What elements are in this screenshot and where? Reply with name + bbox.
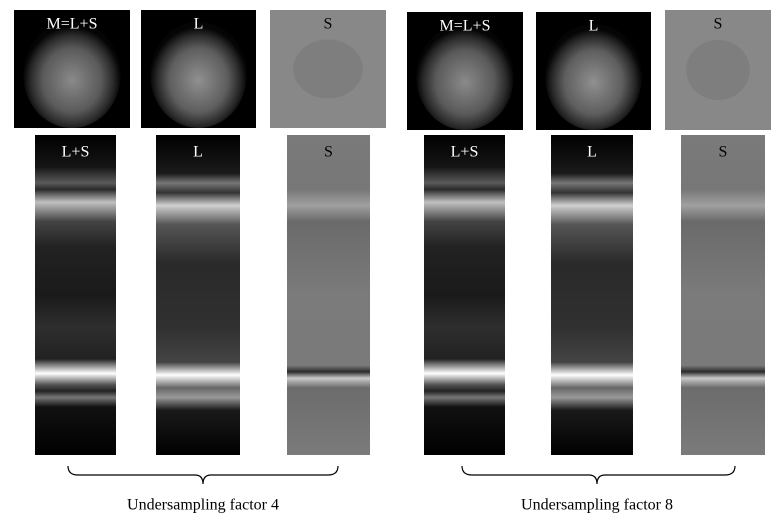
temporal-profile <box>681 135 765 455</box>
abdomen <box>545 24 642 130</box>
abdomen <box>416 24 513 130</box>
sparse-detail <box>686 40 750 100</box>
content: M=L+S L S L+S L S Undersampling factor 4 M=L+S L… <box>14 10 771 514</box>
temporal-profile <box>287 135 370 455</box>
image-label: L <box>589 18 599 35</box>
image-label: M=L+S <box>47 16 98 33</box>
bracket <box>462 466 735 484</box>
caption: Undersampling factor 4 <box>127 497 279 514</box>
bracket <box>68 466 338 484</box>
sparse-detail <box>293 40 363 99</box>
profile-label: L <box>587 144 597 161</box>
temporal-profile <box>156 135 240 455</box>
figure: M=L+S L S L+S L S Undersampling factor 4 M=L+S L… <box>0 0 771 519</box>
image-label: M=L+S <box>440 18 491 35</box>
abdomen <box>23 22 120 128</box>
profile-label: S <box>719 144 728 161</box>
profile-label: L+S <box>451 144 479 161</box>
profile-label: L+S <box>62 144 90 161</box>
image-label: L <box>194 16 204 33</box>
temporal-profile <box>424 135 505 455</box>
abdomen <box>150 22 247 128</box>
profile-label: L <box>193 144 203 161</box>
profile-label: S <box>324 144 333 161</box>
caption: Undersampling factor 8 <box>521 497 673 514</box>
image-label: S <box>324 16 333 33</box>
image-label: S <box>714 16 723 33</box>
temporal-profile <box>35 135 116 455</box>
temporal-profile <box>551 135 633 455</box>
